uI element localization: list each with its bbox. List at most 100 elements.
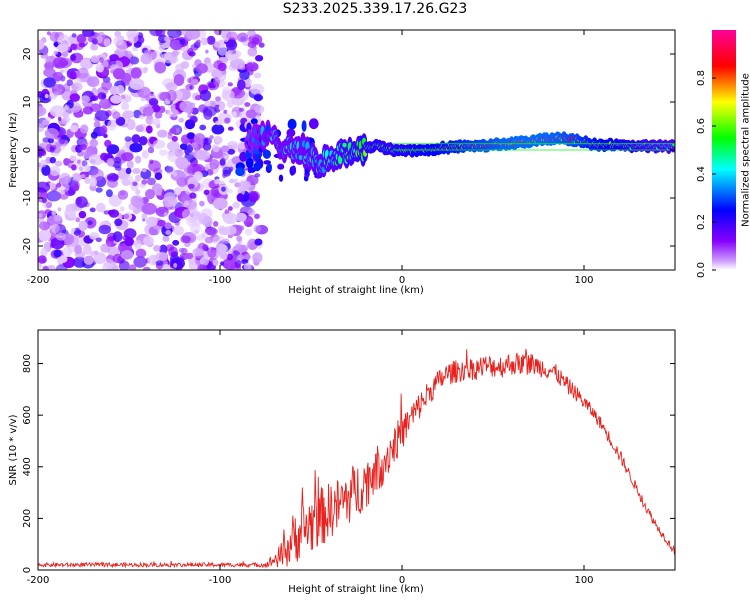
colorbar-tick-label: 0.0 [696, 262, 707, 278]
noise-blob [169, 257, 185, 270]
noise-blob [220, 261, 224, 266]
noise-blob [254, 238, 263, 246]
transition-blob [291, 165, 297, 175]
noise-blob [94, 250, 99, 256]
noise-blob [80, 174, 86, 179]
snr-frame [37, 329, 676, 571]
noise-blob [231, 111, 237, 118]
noise-blob [40, 247, 48, 257]
spectrogram-y-tick-label: -20 [22, 238, 33, 254]
noise-blob [258, 42, 265, 48]
noise-blob [84, 164, 91, 172]
noise-blob [222, 238, 230, 244]
noise-blob [217, 44, 228, 56]
noise-blob [75, 217, 81, 223]
noise-blob [235, 212, 247, 222]
colorbar-label: Normalized spectral amplitude [740, 73, 750, 227]
noise-blob [70, 43, 77, 50]
noise-blob [115, 84, 125, 95]
noise-blob [195, 63, 208, 74]
noise-blob [38, 181, 51, 193]
noise-blob [53, 214, 63, 222]
noise-blob [151, 118, 161, 126]
snr-x-tick-label: 100 [574, 575, 593, 586]
noise-blob [54, 160, 63, 167]
spectrogram-x-tick-label: 0 [399, 275, 405, 286]
snr-series-line [38, 348, 675, 569]
noise-blob [134, 155, 142, 164]
noise-blob [96, 64, 104, 73]
noise-blob [68, 34, 80, 46]
noise-blob [145, 189, 155, 200]
noise-blob [126, 160, 134, 169]
colorbar-gradient [712, 30, 736, 270]
noise-blob [213, 30, 223, 36]
noise-blob [204, 100, 211, 107]
noise-blob [189, 115, 198, 124]
noise-blob [44, 93, 49, 99]
transition-blob [278, 174, 284, 182]
snr-y-tick-label: 0 [22, 567, 33, 573]
noise-blob [219, 158, 226, 166]
spectrogram-x-tick-label: -200 [27, 275, 50, 286]
noise-blob [152, 139, 166, 149]
noise-blob [149, 159, 154, 164]
noise-blob [234, 263, 241, 269]
snr-x-tick-label: 0 [399, 575, 405, 586]
ridge-core [342, 142, 347, 148]
noise-blob [53, 249, 62, 258]
noise-blob [67, 246, 75, 253]
spectrogram-xlabel: Height of straight line (km) [288, 285, 424, 296]
noise-blob [185, 83, 195, 91]
noise-blob [91, 96, 96, 101]
noise-blob [44, 209, 52, 215]
noise-blob [221, 89, 235, 102]
noise-blob [53, 91, 59, 97]
noise-blob [71, 227, 76, 232]
noise-blob [78, 166, 84, 172]
noise-blob [81, 160, 88, 167]
noise-blob [39, 191, 48, 199]
snr-x-tick-label: -200 [27, 575, 50, 586]
noise-blob [142, 106, 154, 116]
noise-blob [125, 167, 132, 175]
noise-blob [164, 36, 170, 42]
noise-blob [137, 86, 151, 99]
noise-blob [244, 102, 251, 107]
noise-blob [173, 263, 178, 268]
noise-blob [106, 158, 115, 167]
noise-blob [179, 100, 193, 113]
noise-blob [156, 219, 166, 227]
noise-blob [132, 181, 138, 187]
noise-blob [209, 135, 214, 140]
noise-blob [223, 109, 228, 114]
noise-blob [138, 136, 148, 146]
noise-blob [89, 232, 100, 240]
noise-blob [110, 94, 123, 104]
noise-blob [183, 200, 190, 207]
noise-blob [135, 125, 144, 133]
noise-blob [253, 224, 262, 233]
noise-blob [103, 38, 111, 47]
noise-blob [124, 136, 132, 142]
chart-title: S233.2025.339.17.26.G23 [282, 1, 468, 17]
snr-y-tick-label: 200 [22, 509, 33, 528]
noise-blob [57, 255, 68, 264]
noise-blob [69, 93, 81, 102]
noise-blob [192, 248, 204, 257]
noise-blob [213, 221, 219, 227]
noise-blob [133, 41, 142, 48]
noise-blob [157, 91, 169, 102]
noise-blob [199, 200, 205, 207]
noise-blob [141, 150, 149, 159]
noise-blob [174, 148, 184, 158]
noise-blob [193, 133, 206, 145]
noise-blob [123, 228, 137, 239]
noise-blob [248, 192, 259, 203]
noise-blob [83, 244, 92, 255]
noise-blob [73, 227, 81, 236]
noise-blob [246, 62, 254, 71]
noise-blob [254, 104, 265, 115]
